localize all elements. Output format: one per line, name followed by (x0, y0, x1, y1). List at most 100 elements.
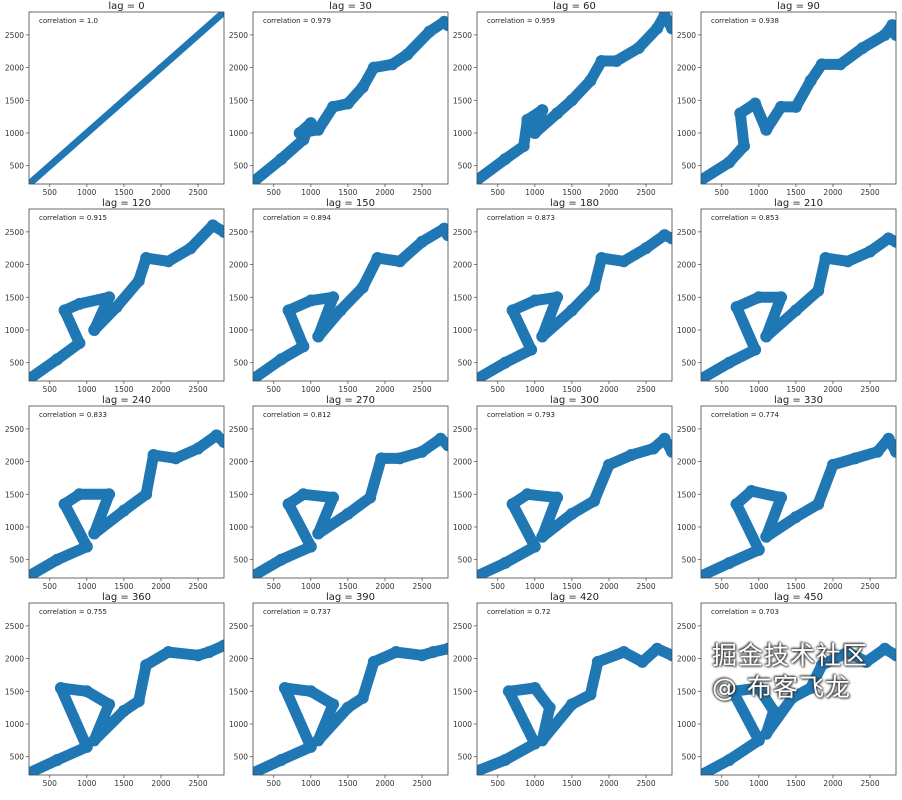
y-tick-label: 1000 (677, 720, 696, 729)
scatter-point (275, 753, 288, 766)
plot-frame (252, 11, 449, 185)
y-tick-label: 1000 (677, 129, 696, 138)
correlation-annotation: correlation = 0.833 (39, 411, 107, 419)
scatter-point (730, 301, 743, 314)
scatter-series (253, 222, 448, 381)
x-tick-label: 2000 (375, 385, 394, 394)
scatter-point (442, 19, 448, 32)
scatter-point (375, 452, 388, 465)
correlation-annotation: correlation = 0.774 (711, 411, 779, 419)
plot-frame (28, 405, 225, 579)
scatter-point (658, 432, 671, 445)
x-tick-label: 1500 (114, 582, 133, 591)
scatter-point (341, 701, 354, 714)
plot-frame (700, 405, 897, 579)
y-tick-label: 500 (682, 556, 697, 565)
x-tick-label: 1000 (77, 582, 96, 591)
plot-frame (28, 11, 225, 185)
correlation-annotation: correlation = 0.938 (711, 17, 779, 25)
scatter-point (701, 769, 707, 775)
scatter-point (477, 373, 483, 381)
scatter-point (517, 140, 530, 153)
scatter-point (595, 55, 608, 68)
scatter-point (253, 767, 259, 775)
scatter-point (51, 753, 64, 766)
subplot-3: lag = 90 correlation = 0.938 500 1000 1500 20… (677, 1, 897, 197)
scatter-point (312, 527, 325, 540)
x-tick-label: 2000 (823, 582, 842, 591)
scatter-point (253, 373, 259, 381)
scatter-point (666, 445, 672, 458)
scatter-point (767, 704, 780, 717)
x-tick-label: 2500 (189, 582, 208, 591)
scatter-point (775, 100, 788, 113)
scatter-point (275, 553, 288, 566)
scatter-point (162, 255, 175, 268)
correlation-annotation: correlation = 0.853 (711, 214, 779, 222)
x-tick-label: 1500 (786, 188, 805, 197)
scatter-point (812, 284, 825, 297)
scatter-point (738, 140, 751, 153)
subplot-title: lag = 270 (326, 395, 375, 406)
subplot-9: lag = 270 correlation = 0.812 500 1000 1500 2… (229, 395, 449, 591)
x-tick-label: 2000 (151, 188, 170, 197)
x-tick-label: 2500 (637, 582, 656, 591)
y-tick-label: 2500 (5, 31, 24, 40)
x-tick-label: 500 (715, 779, 730, 788)
x-tick-label: 2500 (189, 779, 208, 788)
scatter-point (734, 107, 747, 120)
y-tick-label: 1500 (5, 490, 24, 499)
x-tick-label: 2500 (413, 582, 432, 591)
x-tick-label: 2000 (599, 582, 618, 591)
scatter-point (147, 449, 160, 462)
scatter-point (393, 452, 406, 465)
plot-frame (476, 405, 673, 579)
y-tick-label: 2000 (453, 655, 472, 664)
scatter-trace (701, 433, 896, 578)
scatter-point (815, 58, 828, 71)
y-tick-label: 1000 (5, 720, 24, 729)
x-tick-label: 2500 (413, 188, 432, 197)
y-tick-label: 1500 (453, 293, 472, 302)
scatter-point (647, 442, 660, 455)
scatter-point (551, 291, 564, 304)
scatter-point (506, 304, 519, 317)
plot-frame (700, 11, 897, 185)
y-tick-label: 500 (234, 359, 249, 368)
x-tick-label: 2500 (637, 779, 656, 788)
scatter-point (112, 103, 120, 111)
y-tick-label: 1000 (229, 129, 248, 138)
scatter-point (502, 685, 515, 698)
x-tick-label: 2500 (637, 385, 656, 394)
scatter-point (640, 242, 653, 255)
subplot-7: lag = 210 correlation = 0.853 500 1000 1500 2… (677, 198, 897, 394)
scatter-point (192, 649, 205, 662)
plot-frame (252, 208, 449, 382)
scatter-point (760, 330, 773, 343)
y-tick-label: 1500 (229, 96, 248, 105)
scatter-series (29, 219, 224, 381)
scatter-point (499, 356, 512, 369)
x-tick-label: 1500 (338, 385, 357, 394)
scatter-point (878, 642, 891, 655)
x-tick-label: 500 (715, 188, 730, 197)
x-tick-label: 2000 (599, 779, 618, 788)
scatter-point (80, 540, 93, 553)
scatter-point (565, 698, 578, 711)
x-tick-label: 2500 (861, 582, 880, 591)
scatter-series (701, 19, 896, 184)
scatter-point (327, 491, 340, 504)
subplot-12: lag = 360 correlation = 0.755 500 1000 1500 2… (5, 592, 225, 788)
y-tick-label: 500 (234, 753, 249, 762)
y-tick-label: 1500 (677, 490, 696, 499)
x-tick-label: 1000 (301, 582, 320, 591)
scatter-point (162, 646, 175, 659)
scatter-point (789, 100, 802, 113)
y-tick-label: 1500 (5, 96, 24, 105)
scatter-point (666, 22, 672, 35)
scatter-point (110, 301, 123, 314)
y-tick-label: 2500 (453, 228, 472, 237)
x-tick-label: 2000 (151, 779, 170, 788)
scatter-point (253, 176, 259, 184)
correlation-annotation: correlation = 0.755 (39, 608, 107, 616)
